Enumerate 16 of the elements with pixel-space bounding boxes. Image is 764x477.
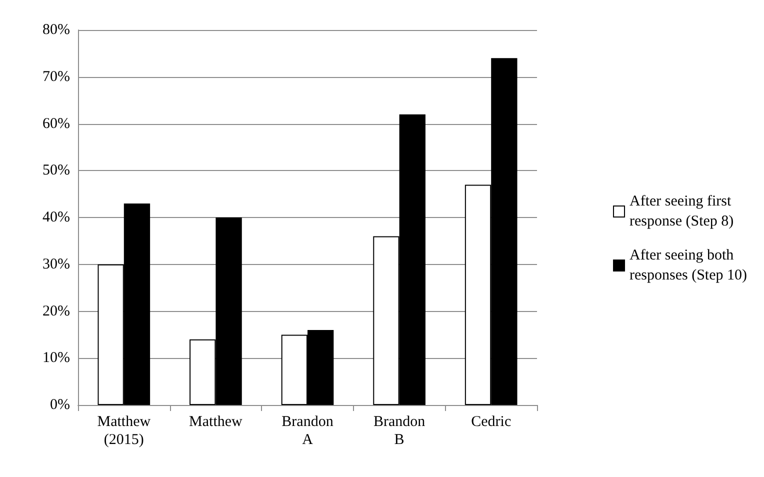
x-tick-label: Brandon B bbox=[373, 414, 426, 448]
y-tick-label: 60% bbox=[42, 116, 70, 132]
y-tick-label: 80% bbox=[42, 22, 70, 38]
y-tick-label: 50% bbox=[42, 162, 70, 179]
y-tick-label: 30% bbox=[42, 256, 70, 272]
x-tick-label: Brandon A bbox=[282, 414, 334, 448]
y-tick-label: 40% bbox=[42, 210, 70, 226]
y-tick-label: 70% bbox=[42, 68, 70, 85]
x-tick-label: Matthew bbox=[189, 414, 243, 430]
y-tick-label: 0% bbox=[50, 397, 70, 413]
x-tick-label: Cedric bbox=[471, 414, 512, 430]
legend-label: After seeing both responses (Step 10) bbox=[630, 248, 748, 284]
y-tick-label: 20% bbox=[42, 303, 70, 320]
legend-label: After seeing first response (Step 8) bbox=[630, 194, 734, 230]
y-tick-label: 10% bbox=[42, 350, 70, 366]
x-tick-label: Matthew (2015) bbox=[97, 414, 151, 448]
